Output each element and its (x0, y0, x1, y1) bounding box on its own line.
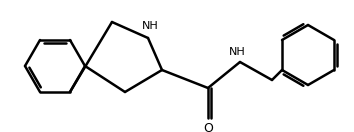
Text: N: N (238, 46, 246, 56)
Text: NH: NH (229, 47, 245, 57)
Text: NH: NH (142, 21, 158, 31)
Text: H: H (228, 46, 236, 56)
Text: O: O (203, 122, 213, 132)
